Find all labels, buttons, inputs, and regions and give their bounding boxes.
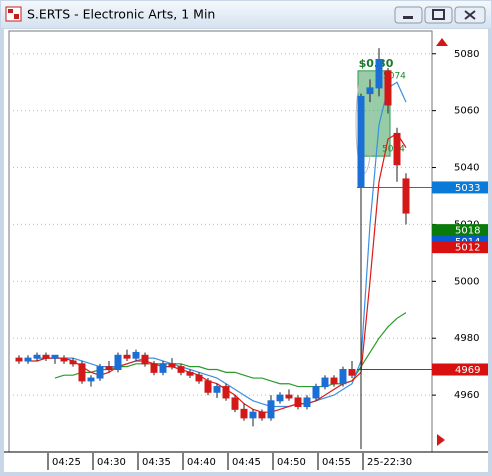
candle-body [69,360,77,365]
candle-body [177,366,185,373]
y-tick-label: 5080 [454,49,479,60]
candle-body [267,400,275,419]
price-label: 4969 [455,365,480,376]
candle-body [384,70,392,106]
candle-body [294,397,302,407]
candle-body [312,386,320,399]
window-title: S.ERTS - Electronic Arts, 1 Min [27,7,215,22]
candle-body [168,363,176,368]
y-tick-label: 5040 [454,163,479,174]
candle-body [24,357,32,362]
y-tick-label: 4980 [454,333,479,344]
candle-body [285,394,293,399]
candle-body [105,366,113,371]
candle-body [222,386,230,399]
candle-body [15,357,23,362]
candle-body [186,371,194,376]
price-label: 5012 [455,243,480,254]
close-button[interactable] [454,6,486,24]
candle-body [141,354,149,365]
candle-body [114,354,122,371]
candle-body [303,397,311,407]
x-tick-label: 04:45 [232,457,261,468]
candle-body [150,363,158,373]
candle-body [33,354,41,359]
candle-body [339,369,347,385]
candle-body [213,386,221,393]
candle-body [96,366,104,379]
candle-body [42,354,50,359]
y-tick-label: 5000 [454,276,479,287]
candle-body [78,363,86,382]
price-label-box [432,224,488,237]
scroll-up-arrow[interactable] [436,38,448,46]
candle-body [51,354,59,359]
candle-body [87,377,95,382]
scroll-right-arrow[interactable] [437,434,445,446]
candle-body [231,397,239,410]
x-tick-label: 04:35 [142,457,171,468]
app-icon [5,6,22,22]
candle-body [159,363,167,373]
candle-body [195,374,203,382]
candle-body [357,95,365,188]
y-tick-label: 4960 [454,390,479,401]
candle-body [348,369,356,376]
candle-body [366,87,374,95]
candle-body [276,394,284,402]
y-tick-label: 5060 [454,106,479,117]
candle-body [123,354,131,359]
candle-body [321,377,329,388]
candle-body [132,351,140,359]
x-tick-label: 04:50 [277,457,306,468]
candle-body [249,411,257,419]
price-label-box [432,241,488,254]
x-tick-label: 04:55 [322,457,351,468]
price-label: 5033 [455,183,480,194]
candle-body [402,178,410,214]
x-tick-label: 04:30 [97,457,126,468]
x-tick-label: 25-22:30 [367,457,412,468]
candle-body [60,357,68,362]
candle-body [204,380,212,393]
x-tick-label: 04:40 [187,457,216,468]
candle-body [240,408,248,419]
position-top-label: 5074 [383,71,406,81]
price-label: 5018 [455,226,480,237]
minimize-button[interactable] [394,6,423,24]
candle-body [330,377,338,385]
x-tick-label: 04:25 [52,457,81,468]
price-label-box [432,363,488,376]
candle-body [393,132,401,166]
price-label-box [432,181,488,194]
maximize-button[interactable] [424,6,453,24]
candle-body [258,411,266,419]
candle-body [375,58,383,89]
